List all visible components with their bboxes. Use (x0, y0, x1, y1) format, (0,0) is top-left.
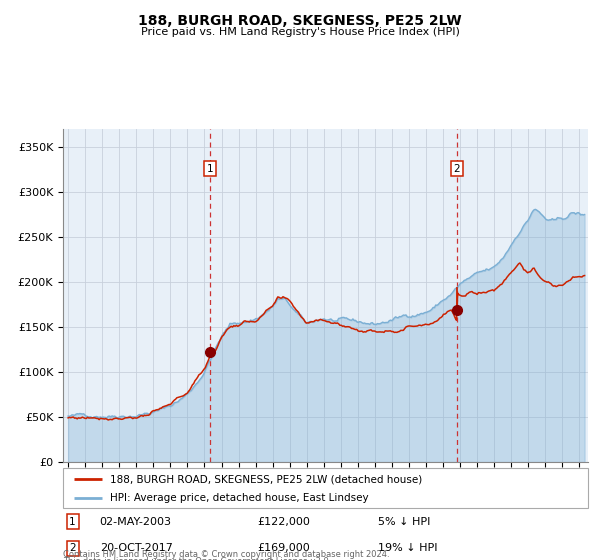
Text: 188, BURGH ROAD, SKEGNESS, PE25 2LW (detached house): 188, BURGH ROAD, SKEGNESS, PE25 2LW (det… (110, 474, 422, 484)
Text: This data is licensed under the Open Government Licence v3.0.: This data is licensed under the Open Gov… (63, 557, 331, 560)
Text: 02-MAY-2003: 02-MAY-2003 (100, 517, 172, 527)
Text: HPI: Average price, detached house, East Lindsey: HPI: Average price, detached house, East… (110, 493, 369, 502)
Text: 2: 2 (70, 543, 76, 553)
Text: Contains HM Land Registry data © Crown copyright and database right 2024.: Contains HM Land Registry data © Crown c… (63, 550, 389, 559)
Text: 1: 1 (70, 517, 76, 527)
Text: 5% ↓ HPI: 5% ↓ HPI (378, 517, 430, 527)
Text: 20-OCT-2017: 20-OCT-2017 (100, 543, 173, 553)
Text: Price paid vs. HM Land Registry's House Price Index (HPI): Price paid vs. HM Land Registry's House … (140, 27, 460, 38)
Text: 1: 1 (207, 164, 214, 174)
Text: 2: 2 (454, 164, 460, 174)
Text: £122,000: £122,000 (257, 517, 310, 527)
Text: 19% ↓ HPI: 19% ↓ HPI (378, 543, 437, 553)
Text: 188, BURGH ROAD, SKEGNESS, PE25 2LW: 188, BURGH ROAD, SKEGNESS, PE25 2LW (138, 14, 462, 28)
Text: £169,000: £169,000 (257, 543, 310, 553)
